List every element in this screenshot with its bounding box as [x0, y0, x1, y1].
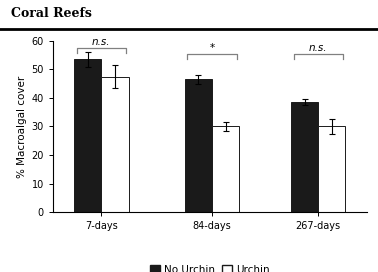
- Bar: [185, 79, 212, 212]
- Text: *: *: [209, 42, 214, 52]
- Text: n.s.: n.s.: [92, 37, 111, 47]
- Bar: [101, 76, 129, 212]
- Text: n.s.: n.s.: [309, 42, 327, 52]
- Bar: [291, 102, 318, 212]
- Text: Coral Reefs: Coral Reefs: [11, 7, 92, 20]
- Legend: No Urchin, Urchin: No Urchin, Urchin: [146, 261, 274, 272]
- Bar: [74, 59, 101, 212]
- Y-axis label: % Macroalgal cover: % Macroalgal cover: [17, 75, 27, 178]
- Bar: [318, 126, 345, 212]
- Bar: [212, 126, 239, 212]
